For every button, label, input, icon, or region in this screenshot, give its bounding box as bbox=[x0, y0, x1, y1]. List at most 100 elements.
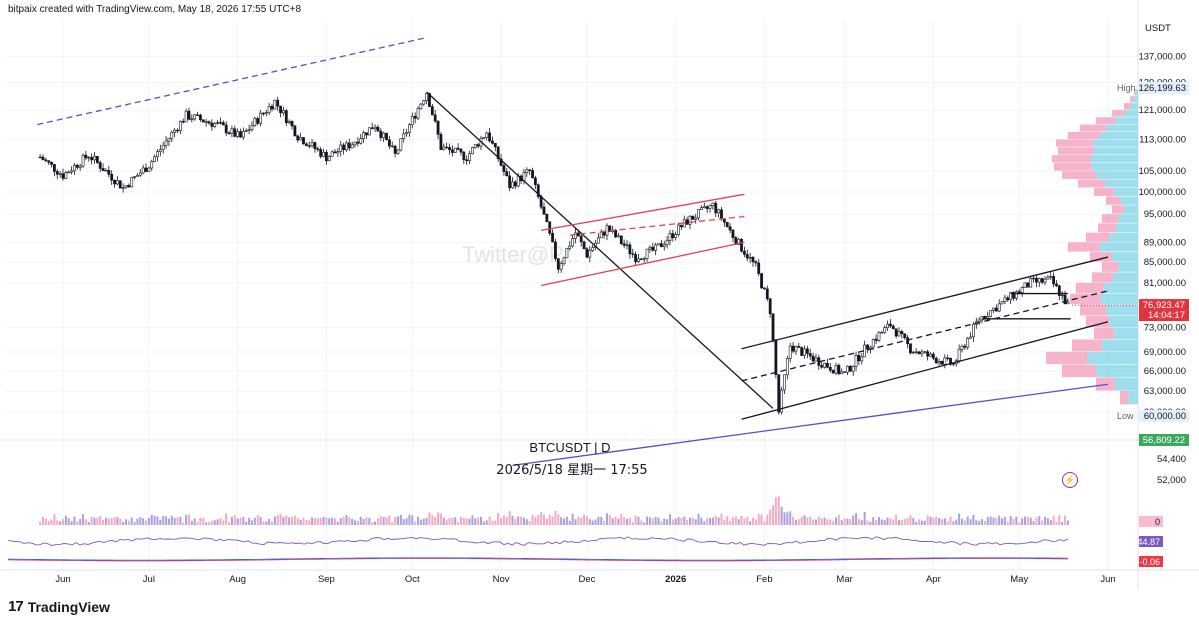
candle-body bbox=[347, 142, 351, 149]
candle-body bbox=[866, 344, 869, 350]
volume-bar bbox=[534, 516, 537, 525]
volume-bar bbox=[528, 521, 531, 525]
candle-body bbox=[87, 156, 91, 159]
volume-bar bbox=[783, 512, 786, 525]
candle-body bbox=[365, 132, 368, 136]
candle-body bbox=[213, 123, 217, 127]
volume-bar bbox=[877, 517, 880, 525]
volume-bar bbox=[940, 519, 943, 525]
volume-bar bbox=[454, 517, 457, 525]
candle-body bbox=[926, 351, 930, 357]
candle-body bbox=[1006, 297, 1010, 301]
profile-bar-up bbox=[1094, 147, 1138, 155]
candle-body bbox=[871, 338, 875, 348]
candle-body bbox=[783, 374, 786, 391]
volume-bar bbox=[342, 516, 345, 525]
price-axis[interactable]: USDT137,000.00129,000.00121,000.00113,00… bbox=[1072, 23, 1189, 486]
candle-body bbox=[362, 132, 366, 139]
tradingview-logo-text: TradingView bbox=[27, 598, 110, 615]
price-tick-label: 89,000.00 bbox=[1144, 237, 1186, 248]
candle-body bbox=[1037, 278, 1041, 283]
volume-bar bbox=[574, 519, 577, 525]
volume-bar bbox=[646, 516, 649, 525]
volume-bar bbox=[600, 516, 603, 525]
candle-body bbox=[1003, 297, 1007, 302]
profile-bar-up bbox=[1133, 96, 1138, 103]
price-tick-label: 105,000.00 bbox=[1138, 166, 1186, 177]
candle-body bbox=[442, 146, 446, 150]
volume-bar bbox=[76, 521, 79, 525]
candle-body bbox=[625, 244, 629, 246]
price-tick-label: 95,000.00 bbox=[1144, 209, 1186, 220]
volume-bar bbox=[285, 515, 288, 525]
candle-body bbox=[453, 147, 457, 153]
candle-body bbox=[740, 238, 743, 252]
volume-bar bbox=[488, 516, 491, 525]
volume-bar bbox=[448, 518, 451, 525]
volume-bar bbox=[571, 513, 574, 525]
candle-body bbox=[476, 144, 480, 147]
candle-body bbox=[241, 131, 245, 138]
volume-bar bbox=[242, 517, 245, 525]
volume-bar bbox=[726, 516, 729, 525]
volume-bar bbox=[405, 518, 408, 525]
candle-body bbox=[270, 106, 274, 110]
profile-bar-up bbox=[1101, 339, 1138, 352]
candle-body bbox=[883, 327, 887, 333]
volume-bar bbox=[514, 518, 517, 525]
volume-bar bbox=[451, 517, 454, 525]
profile-bar-down bbox=[1092, 272, 1113, 283]
candle-body bbox=[44, 159, 48, 161]
volume-bar bbox=[674, 518, 677, 525]
candle-body bbox=[150, 161, 154, 169]
volume-bar bbox=[754, 519, 757, 525]
candle-body bbox=[273, 99, 277, 110]
volume-bar bbox=[743, 518, 746, 525]
candle-body bbox=[605, 225, 609, 236]
volume-bar bbox=[362, 519, 365, 525]
candle-body bbox=[705, 206, 709, 209]
tradingview-logo[interactable]: 17 TradingView bbox=[8, 598, 110, 615]
volume-bar bbox=[333, 518, 336, 525]
volume-bar bbox=[1006, 521, 1009, 525]
candle-body bbox=[118, 180, 122, 189]
candle-body bbox=[591, 247, 595, 251]
volume-bar bbox=[428, 512, 431, 525]
volume-bar bbox=[434, 516, 437, 525]
time-tick-label: Sep bbox=[318, 574, 335, 585]
candle-body bbox=[989, 310, 993, 317]
volume-bar bbox=[895, 514, 898, 525]
lightning-icon[interactable]: ⚡ bbox=[1062, 472, 1078, 488]
volume-bar bbox=[485, 520, 488, 525]
candle-body bbox=[244, 130, 248, 132]
volume-bar bbox=[457, 522, 460, 525]
volume-bar bbox=[259, 516, 262, 525]
volume-bar bbox=[196, 522, 199, 525]
volume-bar bbox=[683, 516, 686, 525]
candle-body bbox=[785, 358, 789, 376]
volume-bar bbox=[313, 518, 316, 525]
candle-body bbox=[931, 353, 935, 359]
profile-bar-down bbox=[1106, 196, 1121, 205]
profile-bar-up bbox=[1096, 171, 1138, 179]
time-tick-label: Nov bbox=[493, 574, 510, 585]
candle-body bbox=[528, 169, 532, 171]
volume-bar bbox=[806, 517, 809, 525]
time-tick-label: May bbox=[1010, 574, 1028, 585]
candle-body bbox=[201, 119, 205, 123]
time-axis[interactable]: Jun Jul Aug Sep Oct Nov Dec 2026 Feb Mar Apr May Jun bbox=[55, 574, 1115, 585]
candle-body bbox=[992, 307, 995, 311]
candle-body bbox=[491, 140, 494, 144]
volume-bar bbox=[960, 518, 963, 525]
price-tick-label: 73,000.00 bbox=[1144, 323, 1186, 334]
profile-bar-up bbox=[1112, 272, 1138, 283]
volume-bar bbox=[497, 512, 500, 525]
volume-bar bbox=[694, 519, 697, 525]
candle-body bbox=[860, 356, 864, 362]
volume-bar bbox=[880, 519, 883, 525]
volume-bar bbox=[846, 518, 849, 525]
volume-bar bbox=[459, 516, 462, 525]
candle-body bbox=[356, 141, 360, 144]
volume-bar bbox=[920, 520, 923, 525]
